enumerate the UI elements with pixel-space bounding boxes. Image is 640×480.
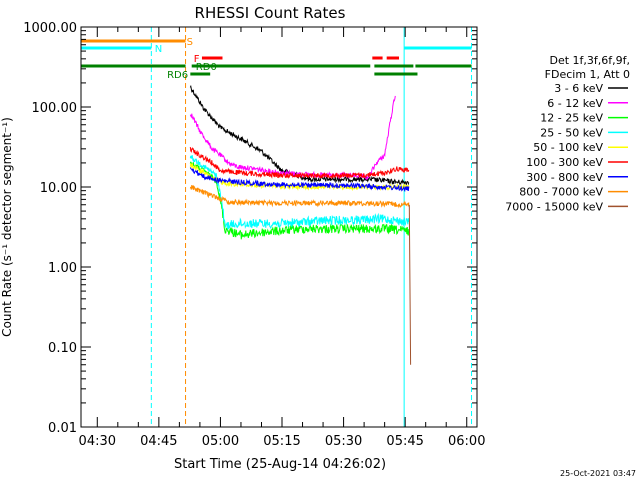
y-tick-label: 0.10 — [48, 341, 77, 356]
y-tick-label: 100.00 — [32, 101, 78, 116]
flag-label-rd0: RD0 — [196, 62, 217, 73]
x-tick-label: 05:45 — [386, 434, 423, 449]
y-tick-label: 1000.00 — [23, 21, 77, 36]
marker-lines — [80, 27, 473, 427]
y-tick-label: 1.00 — [48, 261, 77, 276]
flag-label-s: S — [187, 37, 193, 48]
x-tick-label: 04:30 — [79, 434, 116, 449]
legend-label-100-300-kev: 100 - 300 keV — [526, 156, 603, 169]
x-tick-label: 05:30 — [325, 434, 362, 449]
series-100-300-kev — [189, 147, 410, 180]
flag-label-f: F — [194, 54, 200, 65]
legend-label-12-25-kev: 12 - 25 keV — [540, 112, 603, 125]
series-7000-15000-kev — [408, 204, 412, 365]
plot-frame — [80, 26, 478, 428]
y-tick-label: 0.01 — [48, 421, 77, 436]
footer-date: 25-Oct-2021 03:47 — [560, 469, 636, 478]
flag-label-rd6: RD6 — [167, 70, 188, 81]
series-6-12-kev — [189, 95, 396, 181]
flag-label-n: N — [155, 44, 162, 55]
legend-header-line: FDecim 1, Att 0 — [545, 68, 630, 81]
series-3-6-kev — [189, 84, 410, 186]
legend-label-300-800-kev: 300 - 800 keV — [526, 171, 603, 184]
series-25-50-kev — [189, 154, 410, 230]
legend-label-3-6-kev: 3 - 6 keV — [554, 82, 603, 95]
series-800-7000-kev — [189, 185, 410, 209]
axes: 0.01 0.10 1.00 10.00 100.00 1000.00 04:30 04:45… — [23, 21, 485, 449]
legend-label-800-7000-kev: 800 - 7000 keV — [519, 186, 603, 199]
series-lines — [189, 84, 412, 365]
series-12-25-kev — [189, 161, 410, 240]
legend-label-7000-15000-kev: 7000 - 15000 keV — [505, 200, 603, 213]
legend-label-50-100-kev: 50 - 100 keV — [533, 141, 603, 154]
legend-label-6-12-kev: 6 - 12 keV — [547, 97, 603, 110]
x-tick-label: 04:45 — [140, 434, 177, 449]
x-tick-label: 05:15 — [263, 434, 300, 449]
x-tick-label: 05:00 — [202, 434, 239, 449]
legend-label-25-50-kev: 25 - 50 keV — [540, 126, 603, 139]
legend: Det 1f,3f,6f,9f,FDecim 1, Att 03 - 6 keV… — [505, 54, 630, 213]
x-axis-label: Start Time (25-Aug-14 04:26:02) — [174, 457, 386, 472]
legend-header-line: Det 1f,3f,6f,9f, — [549, 54, 630, 67]
y-tick-label: 10.00 — [40, 181, 77, 196]
series-300-800-kev — [189, 167, 410, 193]
chart-title: RHESSI Count Rates — [195, 4, 346, 22]
y-axis-label: Count Rate (s⁻¹ detector segment⁻¹) — [0, 117, 14, 337]
x-tick-label: 06:00 — [448, 434, 485, 449]
